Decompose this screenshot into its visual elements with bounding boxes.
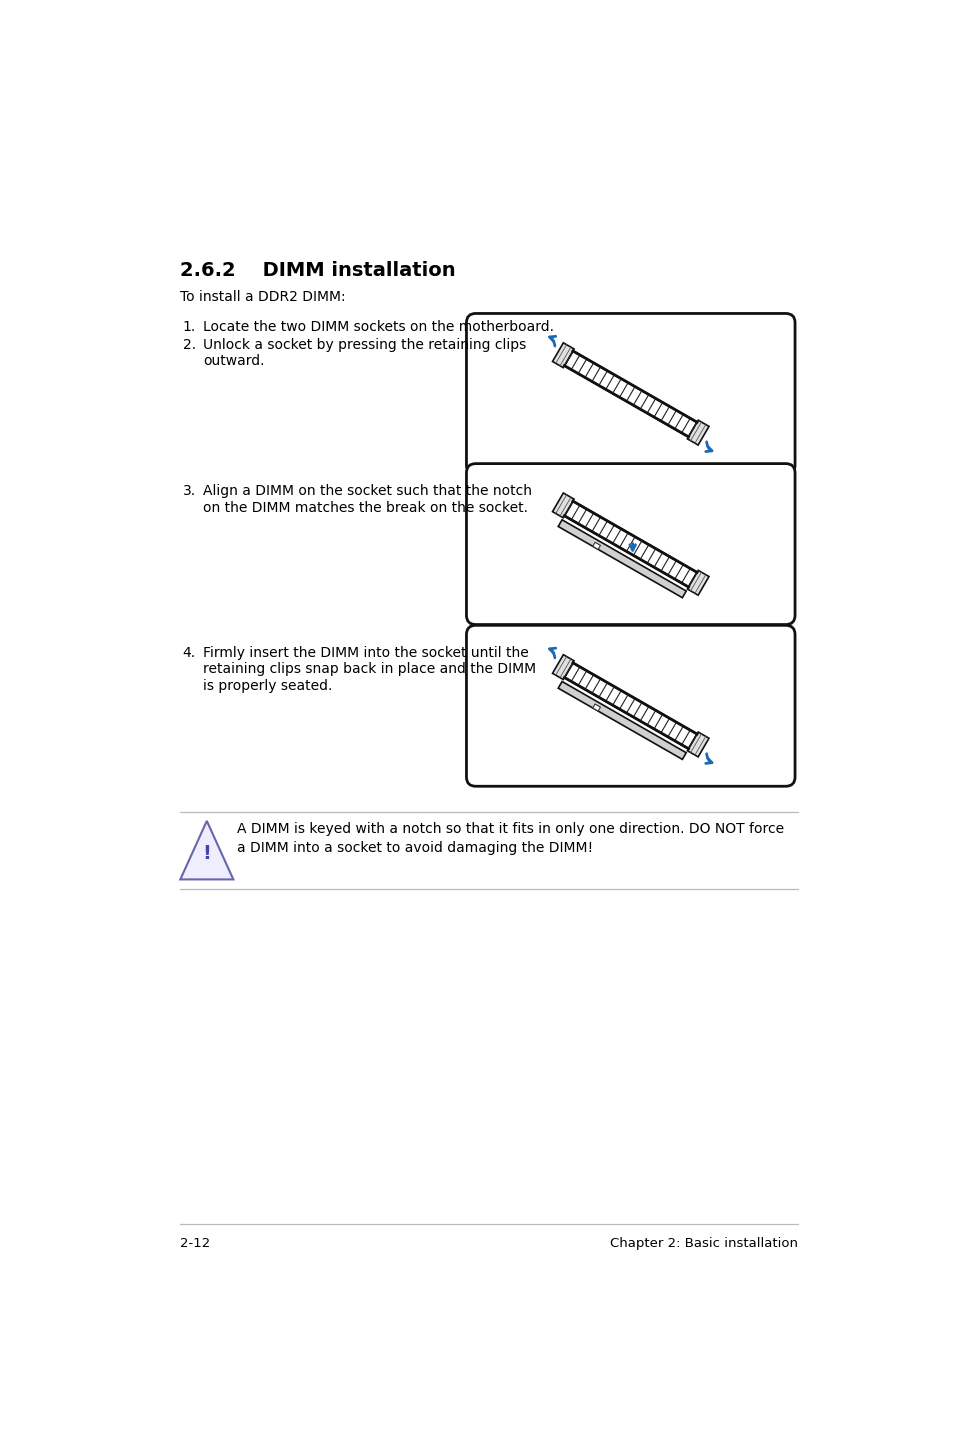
- Polygon shape: [564, 500, 697, 587]
- Text: 2.6.2    DIMM installation: 2.6.2 DIMM installation: [179, 262, 455, 280]
- Polygon shape: [592, 705, 599, 710]
- Text: 2.: 2.: [183, 338, 195, 352]
- Text: 2-12: 2-12: [179, 1237, 210, 1250]
- Text: A DIMM is keyed with a notch so that it fits in only one direction. DO NOT force: A DIMM is keyed with a notch so that it …: [236, 823, 783, 854]
- Text: !: !: [202, 844, 211, 863]
- Polygon shape: [180, 821, 233, 880]
- FancyBboxPatch shape: [466, 463, 794, 624]
- Text: 1.: 1.: [183, 321, 196, 335]
- Polygon shape: [564, 351, 697, 437]
- Text: To install a DDR2 DIMM:: To install a DDR2 DIMM:: [179, 289, 345, 303]
- Text: Align a DIMM on the socket such that the notch
on the DIMM matches the break on : Align a DIMM on the socket such that the…: [203, 485, 532, 515]
- Polygon shape: [592, 542, 599, 549]
- Polygon shape: [687, 571, 708, 595]
- Polygon shape: [552, 342, 574, 368]
- Polygon shape: [687, 420, 708, 444]
- FancyBboxPatch shape: [466, 626, 794, 787]
- Text: 4.: 4.: [183, 646, 195, 660]
- Polygon shape: [558, 682, 685, 759]
- Polygon shape: [552, 654, 574, 680]
- Polygon shape: [552, 493, 574, 518]
- Polygon shape: [564, 663, 697, 749]
- FancyBboxPatch shape: [466, 313, 794, 475]
- Text: Firmly insert the DIMM into the socket until the
retaining clips snap back in pl: Firmly insert the DIMM into the socket u…: [203, 646, 536, 693]
- Text: Locate the two DIMM sockets on the motherboard.: Locate the two DIMM sockets on the mothe…: [203, 321, 554, 335]
- Text: Chapter 2: Basic installation: Chapter 2: Basic installation: [610, 1237, 798, 1250]
- Text: 3.: 3.: [183, 485, 195, 499]
- Text: Unlock a socket by pressing the retaining clips
outward.: Unlock a socket by pressing the retainin…: [203, 338, 526, 368]
- Polygon shape: [687, 732, 708, 756]
- Polygon shape: [558, 519, 685, 598]
